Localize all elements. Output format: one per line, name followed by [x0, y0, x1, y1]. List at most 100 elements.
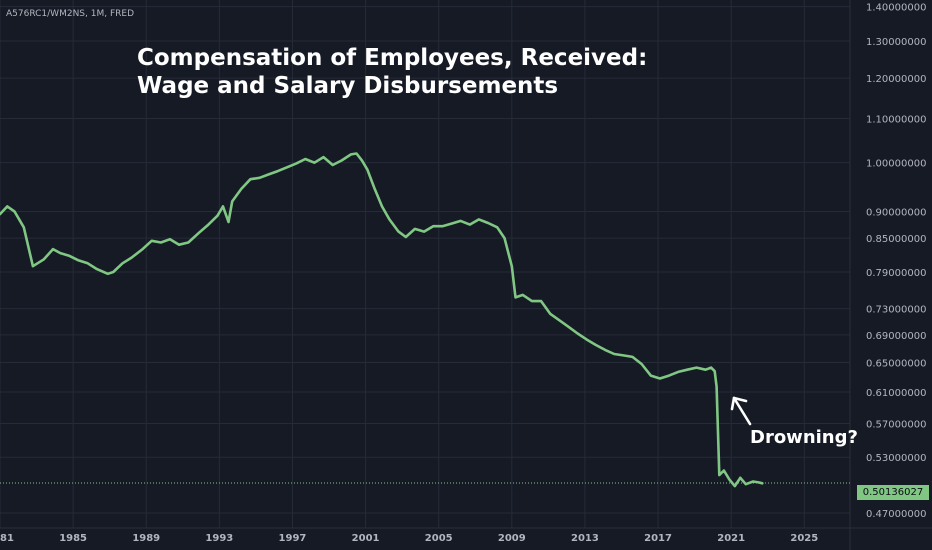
arrow-up-left-icon [730, 396, 752, 426]
data-point [595, 344, 597, 346]
data-point [249, 178, 252, 180]
data-point [231, 200, 233, 203]
data-point [659, 377, 661, 380]
data-point [734, 485, 736, 487]
data-point [469, 223, 471, 226]
data-point [222, 205, 224, 208]
data-point [341, 159, 343, 162]
data-point [277, 170, 279, 172]
x-axis-labels[interactable]: 1981 1985 1989 1993 1997 2001 2005 2009 2013 2017… [0, 533, 818, 544]
data-point [723, 469, 725, 472]
annotation-label: Drowning? [750, 427, 858, 448]
x-tick-label: 2001 [352, 533, 380, 544]
data-point [567, 326, 570, 328]
data-point [96, 268, 98, 270]
data-point [304, 158, 307, 160]
data-point [130, 256, 133, 259]
y-tick-label: 0.73000000 [866, 305, 926, 316]
data-point [178, 243, 180, 246]
data-point [366, 168, 369, 171]
y-tick-label: 0.53000000 [866, 453, 926, 464]
data-point [52, 248, 54, 250]
data-point [258, 177, 261, 179]
series-line [0, 152, 764, 488]
data-point [752, 480, 754, 483]
data-point [150, 240, 153, 242]
data-point [459, 220, 462, 222]
data-point [160, 241, 162, 244]
data-point [295, 162, 297, 165]
data-point [322, 156, 325, 158]
data-point [718, 474, 721, 476]
data-point [381, 205, 383, 208]
data-point [32, 265, 34, 268]
data-point [558, 319, 561, 322]
data-point [414, 228, 416, 230]
symbol-label: A576RC1/WM2NS, 1M, FRED [6, 9, 134, 19]
y-tick-label: 1.20000000 [866, 74, 926, 85]
data-point [757, 481, 760, 484]
data-point [361, 159, 363, 162]
x-tick-label: 1981 [0, 533, 14, 544]
data-point [686, 368, 689, 371]
chart-title-line-1: Compensation of Employees, Received: [137, 45, 648, 71]
data-point [713, 370, 716, 373]
x-tick-label: 2009 [498, 533, 526, 544]
data-point [121, 262, 124, 265]
data-point [503, 237, 506, 239]
data-point [207, 223, 210, 226]
data-point [441, 225, 444, 227]
data-point [487, 222, 489, 224]
x-tick-label: 2013 [571, 533, 599, 544]
data-point [68, 255, 71, 257]
data-point [576, 332, 579, 335]
data-point [23, 226, 25, 229]
data-point [107, 273, 109, 275]
y-tick-label: 0.85000000 [866, 234, 926, 245]
y-tick-label: 0.90000000 [866, 208, 926, 219]
data-point [478, 218, 480, 221]
data-point [715, 385, 718, 388]
x-tick-label: 2005 [425, 533, 453, 544]
data-point [355, 152, 358, 155]
x-tick-label: 1997 [279, 533, 307, 544]
data-point [531, 300, 533, 302]
data-point [586, 338, 588, 341]
data-point [77, 259, 80, 262]
data-point [187, 241, 190, 244]
data-point [240, 188, 243, 190]
data-point [704, 368, 707, 371]
data-point [650, 374, 652, 377]
data-point [540, 300, 542, 302]
data-point [43, 258, 45, 261]
data-point [432, 225, 435, 227]
data-point [549, 313, 551, 315]
data-point [286, 166, 288, 169]
data-point [514, 296, 517, 299]
data-point [373, 188, 376, 190]
y-axis-labels[interactable]: 1.40000000 1.30000000 1.20000000 1.10000000… [866, 3, 926, 520]
data-point [677, 371, 679, 373]
data-point [112, 271, 115, 273]
data-point [450, 222, 453, 225]
y-tick-label: 1.30000000 [866, 37, 926, 48]
data-point [350, 153, 352, 156]
x-tick-label: 1993 [205, 533, 233, 544]
data-point [216, 214, 219, 217]
data-point [59, 252, 62, 254]
data-point [198, 231, 200, 234]
data-point [613, 353, 615, 355]
data-point [496, 226, 499, 229]
data-point [397, 230, 400, 233]
data-point [668, 374, 670, 377]
data-point [710, 366, 712, 369]
data-point [169, 238, 171, 240]
data-point [331, 164, 334, 166]
chart-title: Compensation of Employees, Received: Wag… [137, 44, 647, 100]
y-tick-label: 1.10000000 [866, 114, 926, 125]
data-point [6, 205, 9, 208]
series-points [0, 152, 764, 487]
y-tick-label: 0.79000000 [866, 268, 926, 279]
last-value-badge: 0.50136027 [857, 485, 929, 500]
